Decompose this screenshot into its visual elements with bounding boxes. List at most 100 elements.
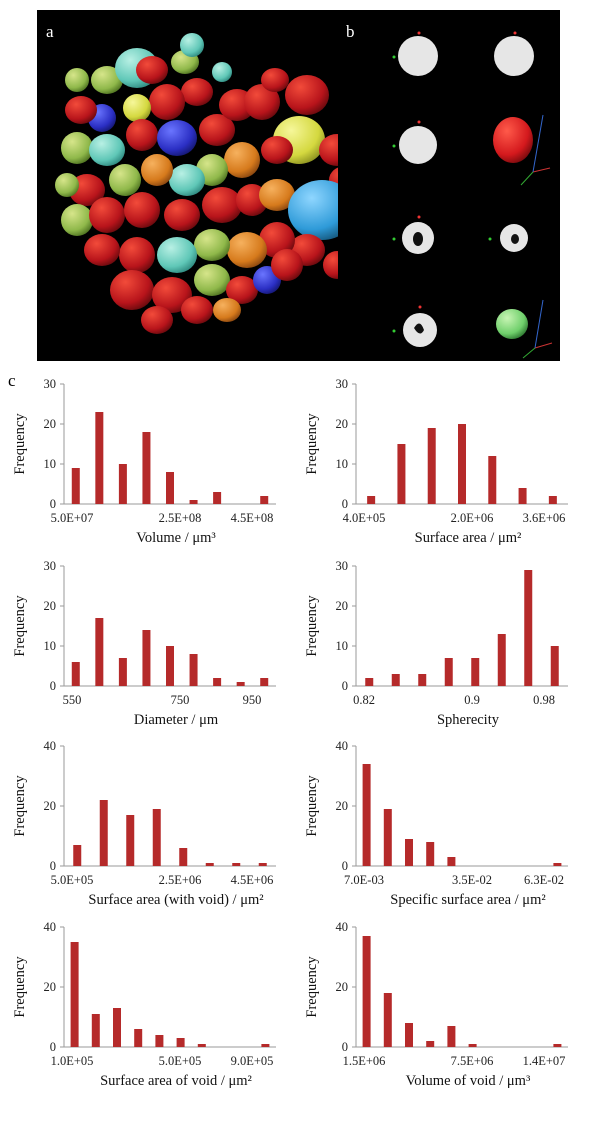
histogram-bar (113, 1008, 121, 1047)
particle-blob (141, 306, 173, 334)
histogram-bar (232, 863, 241, 866)
particle-blob (123, 94, 151, 122)
x-tick-label: 7.5E+06 (451, 1054, 494, 1068)
particle-blob (259, 222, 295, 258)
x-tick-label: 2.5E+08 (159, 511, 202, 525)
histogram-bar (447, 857, 456, 866)
particle-blob (89, 134, 125, 166)
particle-blob (164, 199, 200, 231)
histogram-7: 0 20 40 1.0E+05 5.0E+05 9.0E+05 Surface area o… (0, 920, 288, 1113)
particle-blob (194, 229, 230, 261)
y-tick-label: 20 (44, 599, 57, 613)
y-tick-label: 20 (336, 799, 349, 813)
void-hole (413, 232, 423, 246)
histogram-bar (405, 1023, 413, 1047)
particle-cluster-render (55, 33, 365, 334)
histogram-bar (426, 1041, 435, 1047)
histogram-bar (73, 845, 82, 866)
y-axis-title: Frequency (12, 956, 28, 1018)
histogram-bar (418, 674, 427, 686)
histogram-bar (362, 936, 371, 1047)
axis-line (532, 114, 544, 173)
histogram-svg: 0 20 40 7.0E-03 3.5E-02 6.3E-02 Specific surfa… (304, 739, 568, 908)
x-tick-label: 6.3E-02 (524, 873, 564, 887)
histogram-bar (197, 1044, 206, 1047)
histogram-bar (391, 674, 400, 686)
y-tick-label: 40 (336, 739, 349, 753)
histogram-bar (166, 472, 174, 504)
histogram-bar (95, 412, 104, 504)
x-tick-label: 0.9 (464, 693, 480, 707)
histogram-bar (71, 468, 80, 504)
x-tick-label: 5.0E+07 (51, 511, 94, 525)
x-tick-label: 1.4E+07 (523, 1054, 566, 1068)
y-tick-label: 0 (342, 497, 348, 511)
x-tick-label: 5.0E+05 (159, 1054, 202, 1068)
particle-blob (126, 119, 158, 151)
panel-b-image (338, 10, 560, 361)
particle-blob (65, 96, 97, 124)
histogram-bar (427, 428, 436, 504)
histogram-svg: 0 10 20 30 550 750 950 Diameter / μm Frequency (12, 559, 276, 728)
histogram-bar (71, 662, 80, 686)
axis-marker (417, 215, 421, 219)
particle-blob (119, 237, 155, 273)
histogram-bar (261, 1044, 270, 1047)
histogram-svg: 0 20 40 1.0E+05 5.0E+05 9.0E+05 Surface area o… (12, 920, 276, 1089)
histogram-bar (189, 654, 198, 686)
y-axis-title: Frequency (304, 775, 320, 837)
particle-blob (61, 204, 93, 236)
histogram-bar (362, 764, 371, 866)
particle-blob (91, 66, 123, 94)
particle-blob (157, 237, 197, 273)
x-tick-label: 4.5E+06 (231, 873, 274, 887)
histogram-bar (405, 839, 413, 866)
axis-line (534, 342, 553, 349)
x-tick-label: 0.82 (353, 693, 375, 707)
y-tick-label: 10 (336, 639, 349, 653)
y-tick-label: 30 (336, 377, 349, 391)
histogram-bar (468, 1044, 477, 1047)
histogram-bar (518, 488, 527, 504)
axis-marker (392, 329, 396, 333)
particle-blob (244, 84, 280, 120)
y-tick-label: 20 (336, 417, 349, 431)
x-tick-label: 7.0E-03 (344, 873, 384, 887)
histogram-bar (397, 444, 406, 504)
axis-marker (392, 144, 396, 148)
particle-blob (157, 120, 197, 156)
histogram-bar (176, 1038, 185, 1047)
histogram-bar (471, 658, 480, 686)
slice-disk (398, 36, 438, 76)
histogram-bar (213, 492, 222, 504)
particle-3d-green (496, 309, 528, 339)
histogram-svg: 0 10 20 30 5.0E+07 2.5E+08 4.5E+08 Volume / μm³… (12, 377, 276, 546)
void-hole (511, 234, 519, 244)
particle-blob (136, 56, 168, 84)
x-axis-title: Volume of void / μm³ (406, 1073, 531, 1089)
y-tick-label: 40 (44, 739, 57, 753)
particle-blob (212, 62, 232, 82)
axis-line (534, 299, 544, 349)
histogram-bar (95, 618, 104, 686)
x-tick-label: 550 (63, 693, 82, 707)
histogram-bar (458, 424, 466, 504)
slice-disk (399, 126, 437, 164)
x-axis-title: Diameter / μm (134, 712, 219, 728)
histogram-bar (118, 464, 127, 504)
panel-a-image (37, 10, 365, 361)
particle-blob (141, 154, 173, 186)
particle-blob (259, 179, 295, 211)
y-tick-label: 20 (336, 980, 349, 994)
particle-blob (181, 78, 213, 106)
y-tick-label: 0 (342, 1040, 348, 1054)
histogram-bar (488, 456, 497, 504)
y-tick-label: 20 (44, 980, 57, 994)
particle-blob (224, 142, 260, 178)
x-tick-label: 3.5E-02 (452, 873, 492, 887)
particle-blob (110, 270, 154, 310)
y-tick-label: 30 (44, 559, 57, 573)
histogram-bar (447, 1026, 456, 1047)
x-axis-title: Spherecity (437, 712, 500, 728)
x-tick-label: 3.6E+06 (523, 511, 566, 525)
